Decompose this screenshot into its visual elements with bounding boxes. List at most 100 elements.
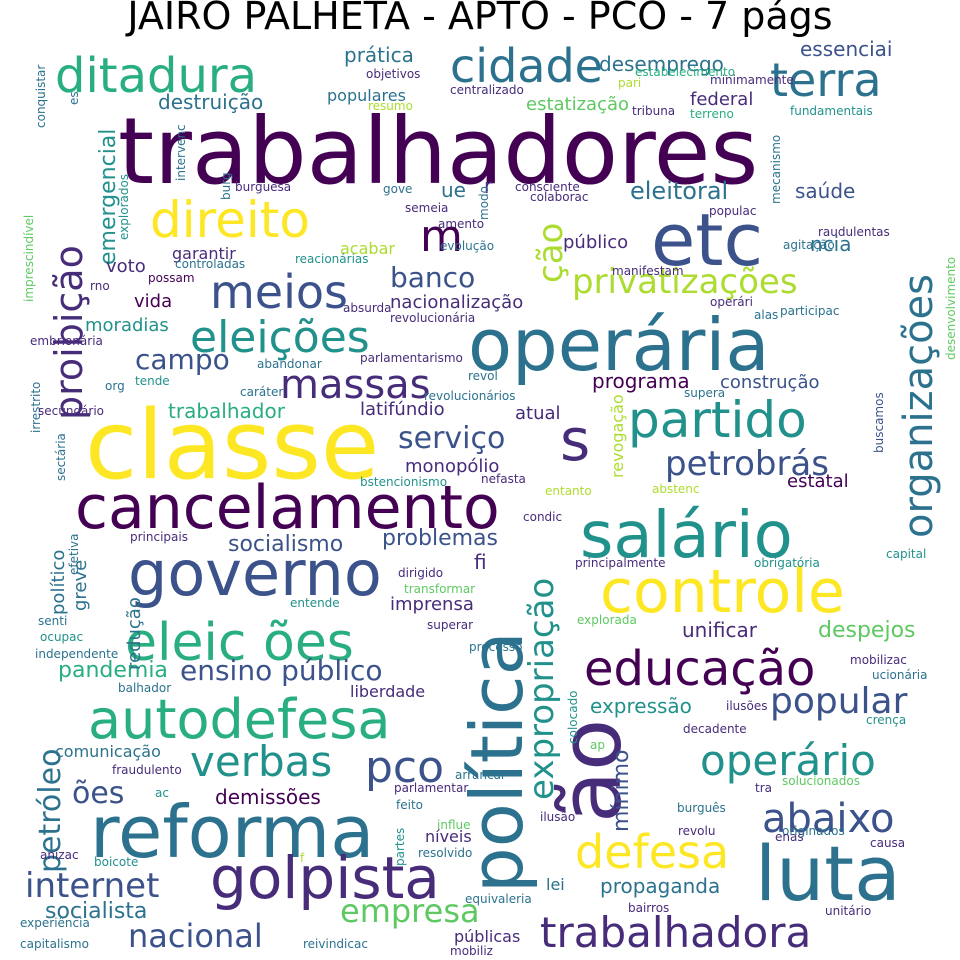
cloud-word: arrancar [455, 768, 506, 782]
cloud-word: internet [25, 866, 159, 906]
cloud-word: colaborac [530, 190, 588, 204]
cloud-word: revogação [608, 394, 627, 478]
cloud-word: mobilizac [850, 653, 907, 667]
cloud-word: manifestam [612, 264, 684, 278]
cloud-word: conquistar [34, 65, 48, 128]
cloud-word: experiência [20, 916, 90, 930]
cloud-word: populares [327, 86, 406, 105]
cloud-word: intervenc [174, 124, 188, 181]
cloud-word: popular [770, 681, 908, 722]
cloud-word: golpista [210, 844, 440, 912]
cloud-word: greve [70, 560, 91, 611]
cloud-word: minimamente [710, 73, 794, 87]
cloud-word: destruição [158, 90, 263, 114]
cloud-word: parlamentarismo [360, 351, 463, 365]
cloud-word: estatal [787, 471, 849, 492]
cloud-word: principalmente [575, 556, 666, 570]
cloud-word: entanto [545, 484, 592, 498]
cloud-word: colocado [566, 690, 580, 744]
cloud-word: operári [710, 295, 753, 309]
cloud-word: público [563, 232, 628, 253]
cloud-word: equivaleria [465, 892, 532, 906]
cloud-word: revolucionários [424, 389, 516, 403]
cloud-word: empresa [340, 892, 480, 930]
cloud-word: cidade [450, 39, 603, 93]
cloud-word: mecanismo [769, 135, 783, 204]
cloud-word: defesa [575, 825, 729, 879]
cloud-word: populac [709, 204, 756, 218]
cloud-word: entende [290, 596, 340, 610]
cloud-word: controladas [175, 257, 245, 271]
cloud-word: etc [651, 198, 763, 282]
cloud-word: obrigatória [754, 556, 820, 570]
cloud-word: crença [866, 713, 906, 727]
cloud-word: controle [600, 557, 845, 627]
cloud-word: bstencionismo [360, 475, 447, 489]
cloud-word: r [484, 174, 493, 198]
cloud-word: meios [210, 265, 348, 319]
cloud-word: operário [700, 736, 876, 785]
cloud-word: mobiliz [450, 944, 493, 958]
cloud-word: demissões [215, 785, 321, 809]
cloud-word: lei [546, 875, 565, 894]
cloud-word: abaixo [762, 796, 894, 842]
cloud-word: serviço [398, 421, 505, 456]
cloud-word: cancelamento [75, 473, 500, 543]
cloud-word: sectária [54, 433, 68, 481]
cloud-word: superar [427, 618, 473, 632]
cloud-word: eleic ões [125, 613, 354, 673]
cloud-word: ilusão [540, 810, 575, 824]
cloud-word: problemas [382, 526, 498, 551]
cloud-word: massas [280, 362, 431, 408]
cloud-word: campo [135, 343, 230, 376]
cloud-word: explorados [117, 174, 131, 240]
cloud-word: privatizações [572, 262, 798, 302]
cloud-word: transformar [404, 582, 475, 596]
cloud-word: irrestrito [29, 382, 43, 433]
cloud-word: direito [150, 191, 310, 249]
cloud-word: construção [720, 372, 820, 393]
cloud-word: federal [690, 89, 753, 110]
cloud-word: pco [365, 742, 444, 793]
cloud-word: capital [886, 547, 926, 561]
cloud-word: garantir [172, 244, 236, 263]
cloud-word: petróleo [33, 749, 68, 873]
cloud-word: reivindicac [303, 937, 368, 951]
cloud-word: boicote [94, 855, 138, 869]
cloud-word: tra [755, 781, 772, 795]
cloud-word: consciente [515, 180, 580, 194]
cloud-word: absurda [343, 301, 392, 315]
cloud-word: pandemia [58, 658, 168, 683]
cloud-word: reacionárias [295, 252, 369, 266]
cloud-word: buscamos [872, 392, 886, 453]
cloud-word: balhador [118, 681, 171, 695]
cloud-word: amento [438, 217, 484, 231]
cloud-word: s [560, 406, 590, 474]
cloud-word: verbas [190, 737, 332, 786]
cloud-word: secundário [38, 404, 104, 418]
cloud-word: dirigido [398, 566, 443, 580]
cloud-title: JAIRO PALHETA - APTO - PCO - 7 págs [127, 0, 833, 38]
cloud-word: saúde [795, 179, 855, 203]
cloud-word: terreno [690, 107, 734, 121]
cloud-word: socialista [45, 899, 147, 924]
cloud-word: centralizado [450, 83, 524, 97]
cloud-word: moradias [85, 315, 169, 336]
cloud-word: mínimo [609, 750, 634, 833]
cloud-word: político [48, 550, 69, 615]
cloud-word: vida [134, 291, 172, 312]
cloud-word: trabalhadora [540, 908, 811, 957]
cloud-word: eleições [190, 312, 370, 363]
cloud-word: unificar [682, 618, 758, 642]
cloud-word: ões [72, 776, 124, 811]
cloud-word: participac [780, 304, 839, 318]
cloud-word: ditadura [55, 48, 257, 104]
cloud-word: estabelecimento [635, 65, 735, 79]
cloud-word: monopólio [405, 456, 499, 477]
cloud-word: públicas [454, 927, 520, 946]
cloud-word: banco [390, 261, 475, 294]
cloud-word: objetivos [366, 67, 420, 81]
cloud-word: partido [628, 391, 807, 449]
cloud-word: trabalhadores [118, 98, 758, 205]
